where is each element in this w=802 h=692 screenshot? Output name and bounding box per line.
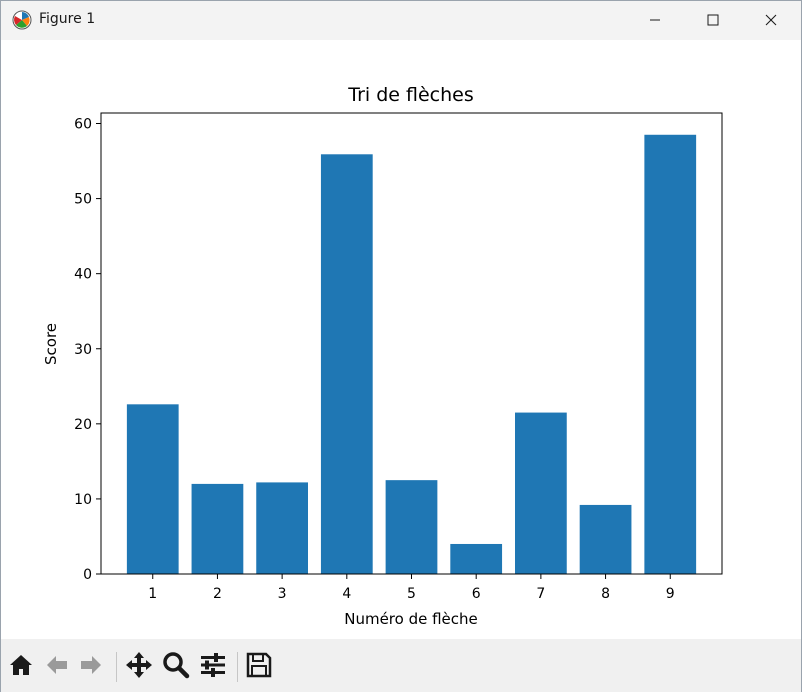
x-tick-label: 7 [536, 586, 545, 602]
minimize-icon [649, 11, 661, 30]
bar-chart: Tri de flèches 0 10 20 30 40 50 60 1 2 3 4 5 6 7 8 9 N… [42, 84, 723, 628]
zoom-button[interactable] [162, 651, 190, 683]
forward-button[interactable] [77, 653, 105, 681]
bar-6 [450, 543, 503, 574]
x-tick-label: 3 [278, 586, 287, 602]
x-axis-ticks: 1 2 3 4 5 6 7 8 9 [148, 574, 675, 602]
save-button[interactable] [245, 651, 273, 683]
y-tick-label: 50 [74, 192, 92, 208]
bars [126, 134, 697, 574]
window-title: Figure 1 [39, 11, 96, 27]
bar-9 [644, 134, 697, 574]
forward-arrow-icon [78, 652, 104, 682]
bar-7 [515, 412, 567, 574]
toolbar-separator [116, 652, 117, 682]
back-button[interactable] [43, 653, 71, 681]
bar-3 [256, 482, 308, 574]
x-tick-label: 1 [148, 586, 157, 602]
y-tick-label: 10 [74, 492, 92, 508]
y-tick-label: 40 [74, 267, 92, 283]
x-axis-label: Numéro de flèche [344, 610, 478, 628]
x-tick-label: 8 [601, 586, 610, 602]
pan-move-icon [125, 651, 153, 683]
bar-4 [320, 154, 373, 574]
home-icon [8, 652, 34, 682]
x-tick-label: 4 [342, 586, 351, 602]
navigation-toolbar [1, 639, 801, 692]
bar-1 [126, 404, 179, 574]
minimize-button[interactable] [632, 1, 678, 40]
bar-8 [579, 504, 632, 574]
configure-subplots-icon [199, 651, 227, 683]
x-tick-label: 2 [213, 586, 222, 602]
close-button[interactable] [748, 1, 794, 40]
y-tick-label: 0 [83, 567, 92, 583]
configure-subplots-button[interactable] [199, 653, 227, 681]
axes-frame [100, 112, 723, 575]
maximize-icon [707, 11, 719, 30]
title-bar[interactable]: Figure 1 [1, 1, 801, 40]
maximize-button[interactable] [690, 1, 736, 40]
y-axis-ticks: 0 10 20 30 40 50 60 [74, 117, 101, 583]
close-icon [765, 11, 777, 30]
toolbar-separator [237, 652, 238, 682]
matplotlib-figure-icon [12, 10, 32, 30]
y-axis-label: Score [42, 323, 60, 365]
home-button[interactable] [7, 653, 35, 681]
bar-5 [385, 480, 438, 574]
x-tick-label: 6 [472, 586, 481, 602]
y-tick-label: 60 [74, 117, 92, 133]
bar-2 [191, 483, 244, 574]
pan-button[interactable] [125, 651, 153, 683]
x-tick-label: 5 [407, 586, 416, 602]
zoom-magnifier-icon [162, 651, 190, 683]
figure-canvas[interactable]: Tri de flèches 0 10 20 30 40 50 60 1 2 3 4 5 6 7 8 9 N… [1, 40, 801, 639]
y-tick-label: 30 [74, 342, 92, 358]
back-arrow-icon [44, 652, 70, 682]
x-tick-label: 9 [666, 586, 675, 602]
save-floppy-icon [245, 651, 273, 683]
chart-title: Tri de flèches [347, 84, 473, 106]
y-tick-label: 20 [74, 417, 92, 433]
